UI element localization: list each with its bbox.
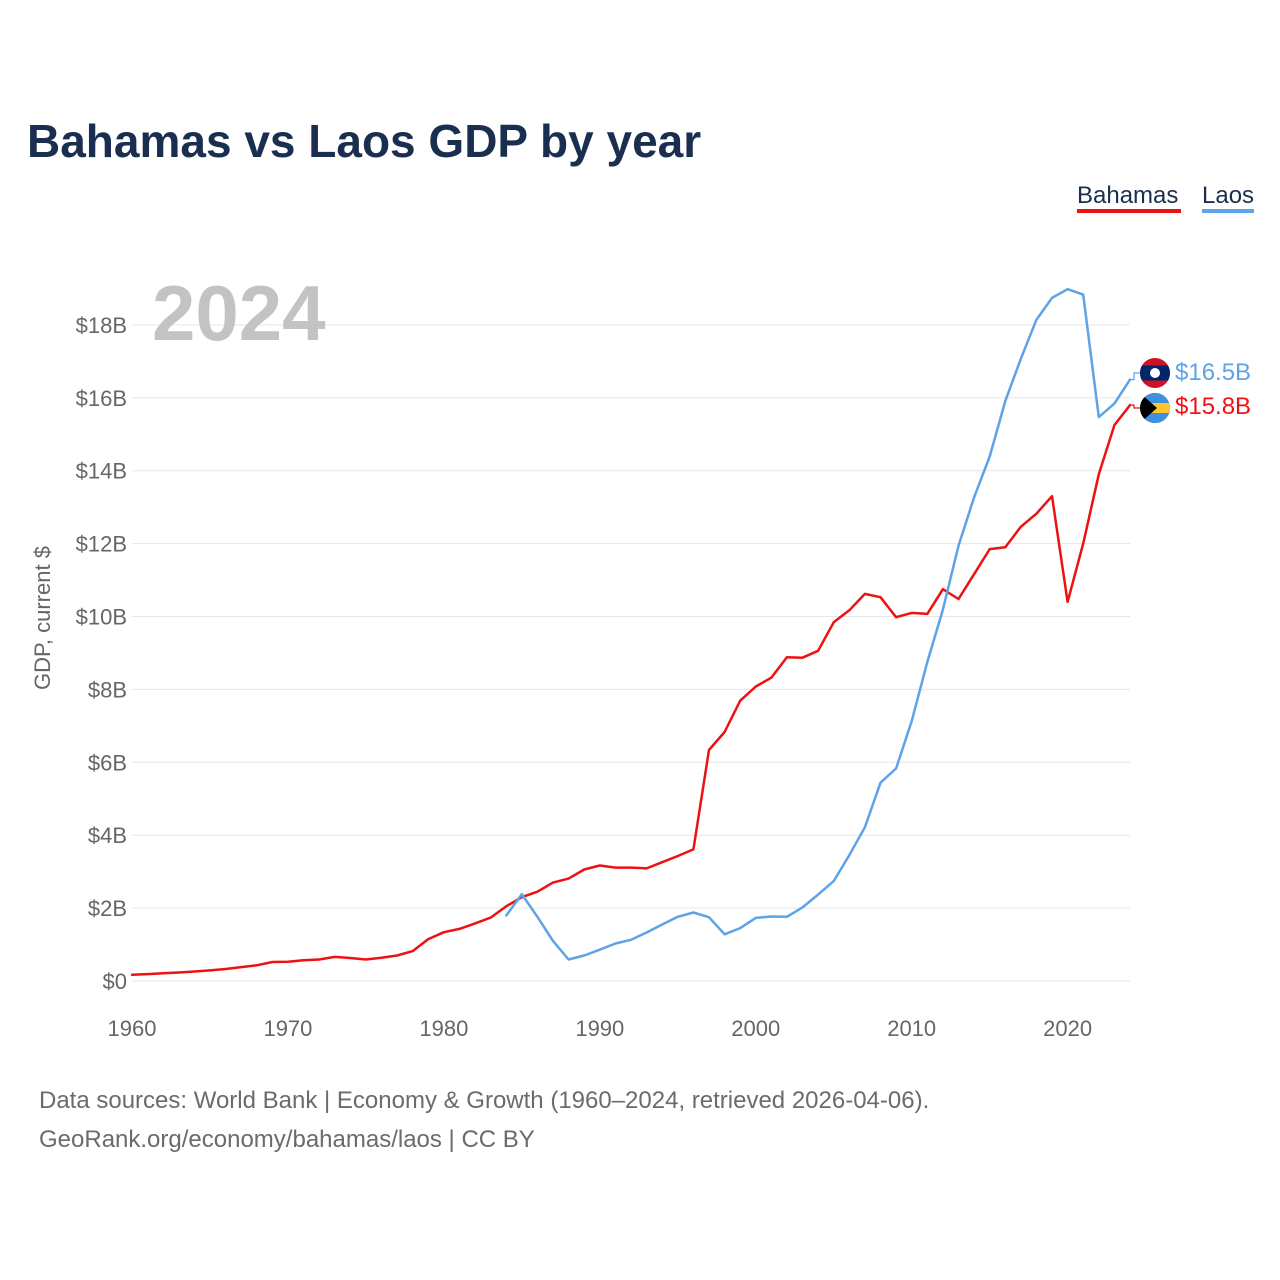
legend-underline-bahamas <box>1077 209 1181 213</box>
legend-item-bahamas[interactable]: Bahamas <box>1077 182 1181 213</box>
y-axis-title: GDP, current $ <box>30 546 55 690</box>
y-tick-label: $16B <box>76 386 127 411</box>
x-tick-label: 1970 <box>263 1016 312 1041</box>
x-tick-label: 2020 <box>1043 1016 1092 1041</box>
y-tick-label: $14B <box>76 459 127 484</box>
y-tick-label: $12B <box>76 532 127 557</box>
y-tick-label: $6B <box>88 750 127 775</box>
gridlines <box>132 324 1130 982</box>
x-tick-label: 2010 <box>887 1016 936 1041</box>
x-tick-label: 2000 <box>731 1016 780 1041</box>
series-line-bahamas[interactable] <box>130 403 1132 977</box>
y-tick-label: $10B <box>76 605 127 630</box>
x-axis-ticks: 1960 1970 1980 1990 2000 2010 2020 <box>108 1016 1093 1041</box>
leader-line-laos <box>1130 372 1140 381</box>
y-axis-ticks: $0 $2B $4B $6B $8B $10B $12B $14B $16B $18B <box>76 313 127 994</box>
legend-underline-laos <box>1202 209 1254 213</box>
end-label-laos: $16.5B <box>1175 359 1251 386</box>
laos-flag-icon <box>1140 358 1170 388</box>
footer-sources: Data sources: World Bank | Economy & Gro… <box>39 1087 929 1114</box>
y-tick-label: $0 <box>103 969 127 994</box>
leader-line-bahamas <box>1130 404 1140 409</box>
legend-label-laos: Laos <box>1202 182 1254 209</box>
y-tick-label: $18B <box>76 313 127 338</box>
legend-item-laos[interactable]: Laos <box>1202 182 1254 213</box>
series-line-laos[interactable] <box>505 287 1132 961</box>
chart-title: Bahamas vs Laos GDP by year <box>27 115 701 167</box>
year-watermark: 2024 <box>152 269 326 357</box>
bahamas-flag-icon <box>1140 393 1170 423</box>
x-tick-label: 1960 <box>108 1016 157 1041</box>
y-tick-label: $4B <box>88 823 127 848</box>
x-tick-label: 1980 <box>419 1016 468 1041</box>
legend: Bahamas Laos <box>1077 182 1254 213</box>
y-tick-label: $8B <box>88 677 127 702</box>
footer-credit: GeoRank.org/economy/bahamas/laos | CC BY <box>39 1126 535 1153</box>
series-lines <box>130 287 1132 977</box>
end-label-bahamas: $15.8B <box>1175 393 1251 420</box>
y-tick-label: $2B <box>88 896 127 921</box>
legend-label-bahamas: Bahamas <box>1077 182 1178 209</box>
x-tick-label: 1990 <box>575 1016 624 1041</box>
